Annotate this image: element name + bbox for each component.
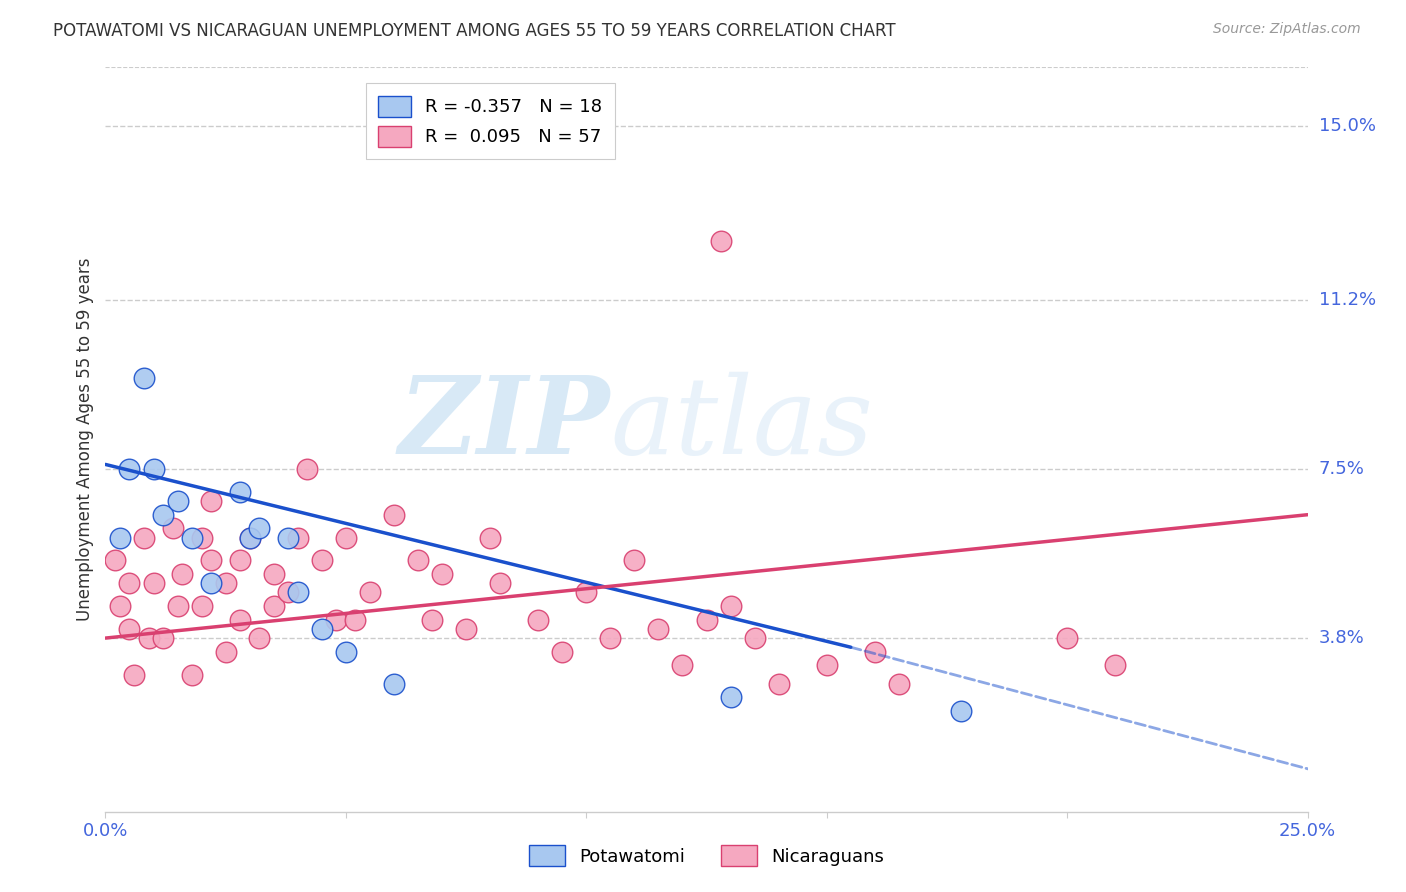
Point [200, 576, 222, 591]
Text: Source: ZipAtlas.com: Source: ZipAtlas.com [1213, 22, 1361, 37]
Text: ZIP: ZIP [399, 371, 610, 477]
Point [277, 531, 299, 545]
Point [311, 622, 333, 636]
Point [335, 531, 357, 545]
Point [263, 567, 285, 582]
Point [422, 613, 444, 627]
Point [166, 599, 188, 613]
Point [311, 553, 333, 567]
Point [181, 531, 204, 545]
Point [104, 553, 127, 567]
Point [1104, 658, 1126, 673]
Point [647, 622, 669, 636]
Point [710, 234, 733, 248]
Point [247, 521, 270, 535]
Point [172, 567, 194, 582]
Point [138, 631, 160, 645]
Point [696, 613, 718, 627]
Text: 11.2%: 11.2% [1319, 291, 1376, 309]
Point [108, 531, 131, 545]
Point [406, 553, 429, 567]
Point [229, 553, 252, 567]
Point [152, 508, 174, 522]
Point [287, 585, 309, 599]
Text: 7.5%: 7.5% [1319, 460, 1365, 478]
Point [152, 631, 174, 645]
Point [297, 462, 319, 476]
Point [142, 576, 165, 591]
Point [200, 553, 222, 567]
Point [768, 677, 790, 691]
Point [229, 484, 252, 499]
Point [132, 370, 155, 384]
Point [551, 645, 574, 659]
Point [720, 690, 742, 705]
Point [239, 531, 262, 545]
Y-axis label: Unemployment Among Ages 55 to 59 years: Unemployment Among Ages 55 to 59 years [76, 258, 94, 621]
Point [454, 622, 477, 636]
Point [190, 531, 212, 545]
Point [359, 585, 381, 599]
Point [200, 494, 222, 508]
Point [720, 599, 742, 613]
Point [277, 585, 299, 599]
Point [214, 576, 236, 591]
Point [287, 531, 309, 545]
Legend: Potawatomi, Nicaraguans: Potawatomi, Nicaraguans [522, 838, 891, 873]
Point [132, 531, 155, 545]
Point [479, 531, 502, 545]
Point [430, 567, 453, 582]
Point [382, 508, 405, 522]
Text: 15.0%: 15.0% [1319, 118, 1376, 136]
Point [124, 667, 146, 681]
Point [325, 613, 347, 627]
Point [263, 599, 285, 613]
Point [162, 521, 184, 535]
Point [239, 531, 262, 545]
Point [108, 599, 131, 613]
Text: atlas: atlas [610, 372, 873, 477]
Point [623, 553, 645, 567]
Point [527, 613, 550, 627]
Text: 3.8%: 3.8% [1319, 629, 1365, 647]
Point [671, 658, 693, 673]
Point [118, 622, 141, 636]
Point [744, 631, 766, 645]
Point [181, 667, 204, 681]
Point [142, 462, 165, 476]
Point [1056, 631, 1078, 645]
Point [166, 494, 188, 508]
Point [335, 645, 357, 659]
Point [118, 576, 141, 591]
Point [599, 631, 621, 645]
Point [229, 613, 252, 627]
Point [247, 631, 270, 645]
Point [815, 658, 838, 673]
Point [382, 677, 405, 691]
Point [118, 462, 141, 476]
Point [344, 613, 367, 627]
Point [190, 599, 212, 613]
Point [863, 645, 886, 659]
Point [575, 585, 598, 599]
Point [214, 645, 236, 659]
Point [887, 677, 910, 691]
Point [950, 704, 973, 718]
Text: POTAWATOMI VS NICARAGUAN UNEMPLOYMENT AMONG AGES 55 TO 59 YEARS CORRELATION CHAR: POTAWATOMI VS NICARAGUAN UNEMPLOYMENT AM… [53, 22, 896, 40]
Point [488, 576, 510, 591]
